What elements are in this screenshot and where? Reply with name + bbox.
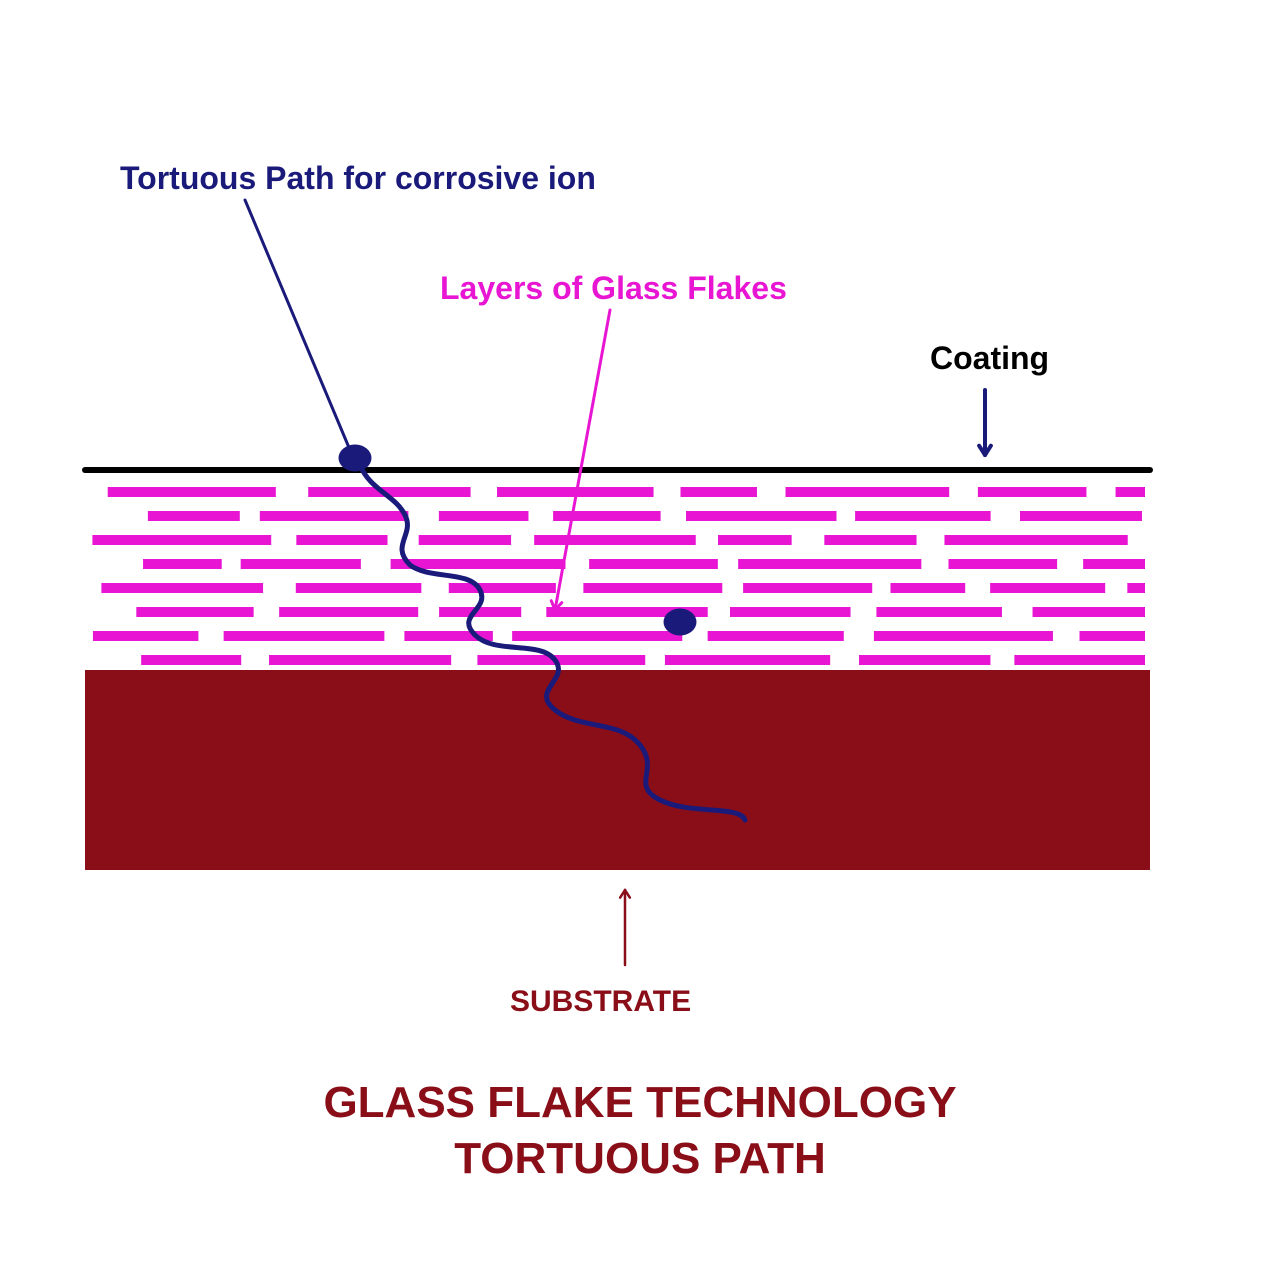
label-tortuous-path: Tortuous Path for corrosive ion (120, 160, 596, 197)
title-line-1: GLASS FLAKE TECHNOLOGY (0, 1075, 1280, 1131)
label-substrate: SUBSTRATE (510, 985, 691, 1019)
diagram-title: GLASS FLAKE TECHNOLOGY TORTUOUS PATH (0, 1075, 1280, 1187)
title-line-2: TORTUOUS PATH (0, 1131, 1280, 1187)
label-glass-flakes: Layers of Glass Flakes (440, 270, 787, 307)
label-coating: Coating (930, 340, 1049, 377)
